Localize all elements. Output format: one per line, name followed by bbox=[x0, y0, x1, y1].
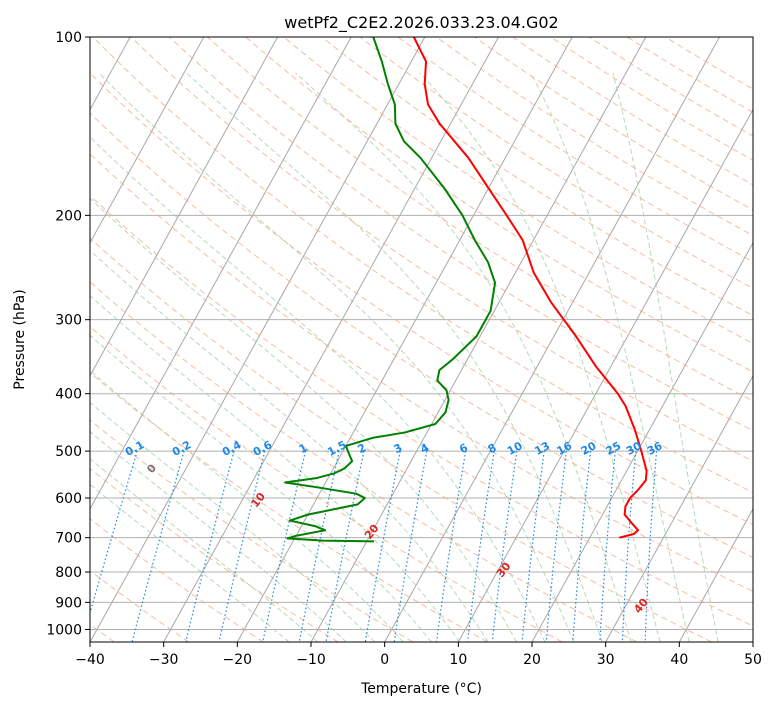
y-tick-label: 900 bbox=[55, 595, 82, 611]
moist-adiabat bbox=[90, 369, 404, 642]
x-tick-label: 20 bbox=[523, 652, 541, 668]
profile-series bbox=[284, 37, 648, 543]
mixing-ratio-label: 30 bbox=[624, 439, 644, 458]
dry-adiabat bbox=[90, 372, 488, 642]
y-tick-label: 200 bbox=[55, 208, 82, 224]
dry-adiabat bbox=[90, 570, 190, 642]
isotherm-line bbox=[678, 507, 753, 642]
mixing-ratio-label: 20 bbox=[579, 439, 599, 458]
mixing-ratio-line bbox=[262, 450, 307, 642]
x-axis-ticks: −40 −30 −20 −10 0 10 20 30 40 50 bbox=[75, 642, 762, 668]
profile-line bbox=[284, 37, 497, 543]
isotherm-line bbox=[90, 37, 426, 642]
moist-adiabat bbox=[612, 72, 719, 642]
mixing-ratio-label: 16 bbox=[555, 439, 575, 458]
isotherm-line bbox=[531, 241, 753, 642]
moist-adiabat bbox=[295, 72, 632, 642]
isotherm-line bbox=[457, 108, 753, 642]
y-tick-label: 400 bbox=[55, 387, 82, 403]
moist-adiabats bbox=[90, 72, 719, 642]
dry-adiabat bbox=[90, 326, 563, 642]
x-tick-label: 10 bbox=[449, 652, 467, 668]
profile-line bbox=[412, 37, 648, 539]
mixing-ratio-line bbox=[521, 451, 545, 642]
x-tick-label: −20 bbox=[223, 652, 253, 668]
y-axis-ticks: 100 200 300 400 500 600 700 800 900 1000 bbox=[46, 30, 90, 638]
mixing-ratio-label: 25 bbox=[604, 439, 624, 458]
y-tick-label: 800 bbox=[55, 565, 82, 581]
x-tick-label: 50 bbox=[744, 652, 762, 668]
moist-adiabat bbox=[90, 401, 376, 642]
isotherm-line bbox=[90, 37, 352, 510]
x-tick-label: 30 bbox=[597, 652, 615, 668]
x-tick-label: −40 bbox=[75, 652, 105, 668]
mixing-ratio-line bbox=[185, 450, 235, 642]
mixing-ratio-line bbox=[218, 450, 266, 642]
dry-adiabat bbox=[90, 237, 712, 642]
x-axis-label: Temperature (°C) bbox=[360, 681, 482, 697]
dry-adiabat bbox=[90, 194, 753, 627]
isotherm-line bbox=[384, 37, 720, 642]
moist-adiabat bbox=[90, 136, 546, 642]
isotherm-line bbox=[90, 37, 278, 377]
isotherm-line bbox=[90, 37, 205, 244]
dry-adiabat bbox=[359, 37, 753, 289]
mixing-ratio-line bbox=[131, 450, 185, 642]
mixing-ratio-line bbox=[90, 450, 138, 616]
moist-adiabat bbox=[90, 483, 290, 642]
mixing-ratio-line bbox=[466, 451, 495, 642]
moist-adiabat bbox=[419, 72, 661, 642]
mixing-ratio-line bbox=[491, 451, 518, 642]
isotherm-line bbox=[605, 374, 753, 642]
moist-adiabat bbox=[90, 249, 489, 642]
moist-adiabat bbox=[530, 72, 690, 642]
dry-adiabat bbox=[92, 37, 753, 494]
moist-adiabat bbox=[90, 458, 319, 642]
mixing-ratio-line bbox=[545, 451, 567, 642]
x-tick-label: 40 bbox=[670, 652, 688, 668]
mixing-ratio-line bbox=[364, 450, 401, 642]
mixing-ratio-line bbox=[621, 451, 637, 642]
y-tick-label: 1000 bbox=[46, 622, 82, 638]
y-tick-label: 600 bbox=[55, 491, 82, 507]
x-tick-label: −10 bbox=[296, 652, 326, 668]
mixing-ratio-line bbox=[298, 450, 340, 642]
plot-frame bbox=[89, 36, 754, 643]
dry-adiabat bbox=[90, 72, 753, 526]
dry-adiabat bbox=[90, 153, 753, 592]
mixing-ratio-line bbox=[599, 451, 616, 642]
dry-adiabat bbox=[90, 468, 339, 642]
y-axis-label: Pressure (hPa) bbox=[12, 289, 28, 389]
dry-adiabat bbox=[90, 518, 264, 642]
moist-adiabat bbox=[90, 197, 517, 642]
dry-adiabats bbox=[90, 37, 753, 642]
mixing-ratio-line bbox=[393, 450, 428, 642]
isotherm-line bbox=[163, 37, 499, 642]
mixing-ratio-label: 10 bbox=[505, 439, 525, 458]
dry-adiabat bbox=[90, 112, 753, 559]
isotherm-line bbox=[236, 37, 573, 642]
x-tick-label: −30 bbox=[149, 652, 179, 668]
x-tick-label: 0 bbox=[380, 652, 389, 668]
chart-title: wetPf2_C2E2.2026.033.23.04.G02 bbox=[284, 13, 558, 33]
dry-adiabat bbox=[90, 281, 638, 642]
mixing-ratio-label: 13 bbox=[532, 439, 552, 458]
mixing-ratio-line bbox=[572, 451, 592, 642]
dry-adiabat bbox=[90, 419, 414, 642]
mixing-ratio-line bbox=[435, 450, 467, 642]
moist-adiabat bbox=[98, 72, 575, 642]
y-tick-label: 500 bbox=[55, 444, 82, 460]
moist-adiabat bbox=[90, 295, 461, 642]
y-tick-label: 100 bbox=[55, 30, 82, 46]
moist-adiabat bbox=[186, 72, 603, 642]
y-tick-label: 700 bbox=[55, 531, 82, 547]
mixing-ratio-line bbox=[644, 451, 658, 642]
dry-adiabat bbox=[245, 37, 753, 373]
y-tick-label: 300 bbox=[55, 313, 82, 329]
plot-area: 0.10.20.40.611.52346810131620253036-100-… bbox=[90, 37, 753, 642]
mixing-ratio-label: 36 bbox=[645, 439, 665, 458]
